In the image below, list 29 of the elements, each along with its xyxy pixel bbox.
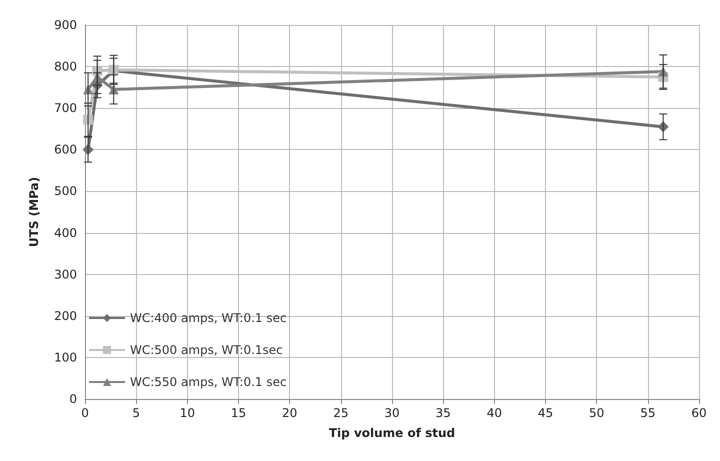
y-tick-label: 700 <box>54 101 77 116</box>
x-tick-label: 35 <box>436 406 451 420</box>
x-tick-label: 20 <box>282 406 298 420</box>
y-tick-label: 200 <box>54 308 77 323</box>
legend-label: WC:550 amps, WT:0.1 sec <box>130 375 287 389</box>
point <box>83 114 94 125</box>
x-axis-title: Tip volume of stud <box>328 426 456 440</box>
y-tick-label: 900 <box>54 18 77 32</box>
y-tick-label: 800 <box>54 60 77 74</box>
y-tick-label: 100 <box>54 350 77 364</box>
x-tick-label: 50 <box>589 406 604 420</box>
x-tick-label: 5 <box>132 406 140 420</box>
x-tick-label: 0 <box>81 406 89 420</box>
x-tick-label: 30 <box>384 406 400 420</box>
x-tick-label: 25 <box>333 406 348 420</box>
x-tick-label: 45 <box>538 406 554 420</box>
y-tick-label: 500 <box>54 184 77 198</box>
x-tick-label: 55 <box>640 406 656 420</box>
y-axis-title: UTS (MPa) <box>27 176 41 248</box>
y-tick-label: 300 <box>54 267 77 282</box>
y-tick-label: 0 <box>69 392 77 406</box>
y-tick-label: 400 <box>54 226 77 240</box>
legend-label: WC:500 amps, WT:0.1sec <box>130 343 283 357</box>
y-tick-label: 600 <box>54 142 77 157</box>
x-tick-label: 40 <box>486 406 502 420</box>
legend-label: WC:400 amps, WT:0.1 sec <box>130 311 287 325</box>
x-tick-label: 10 <box>180 406 195 420</box>
x-tick-label: 15 <box>230 406 246 420</box>
x-tick-label: 60 <box>691 406 707 420</box>
